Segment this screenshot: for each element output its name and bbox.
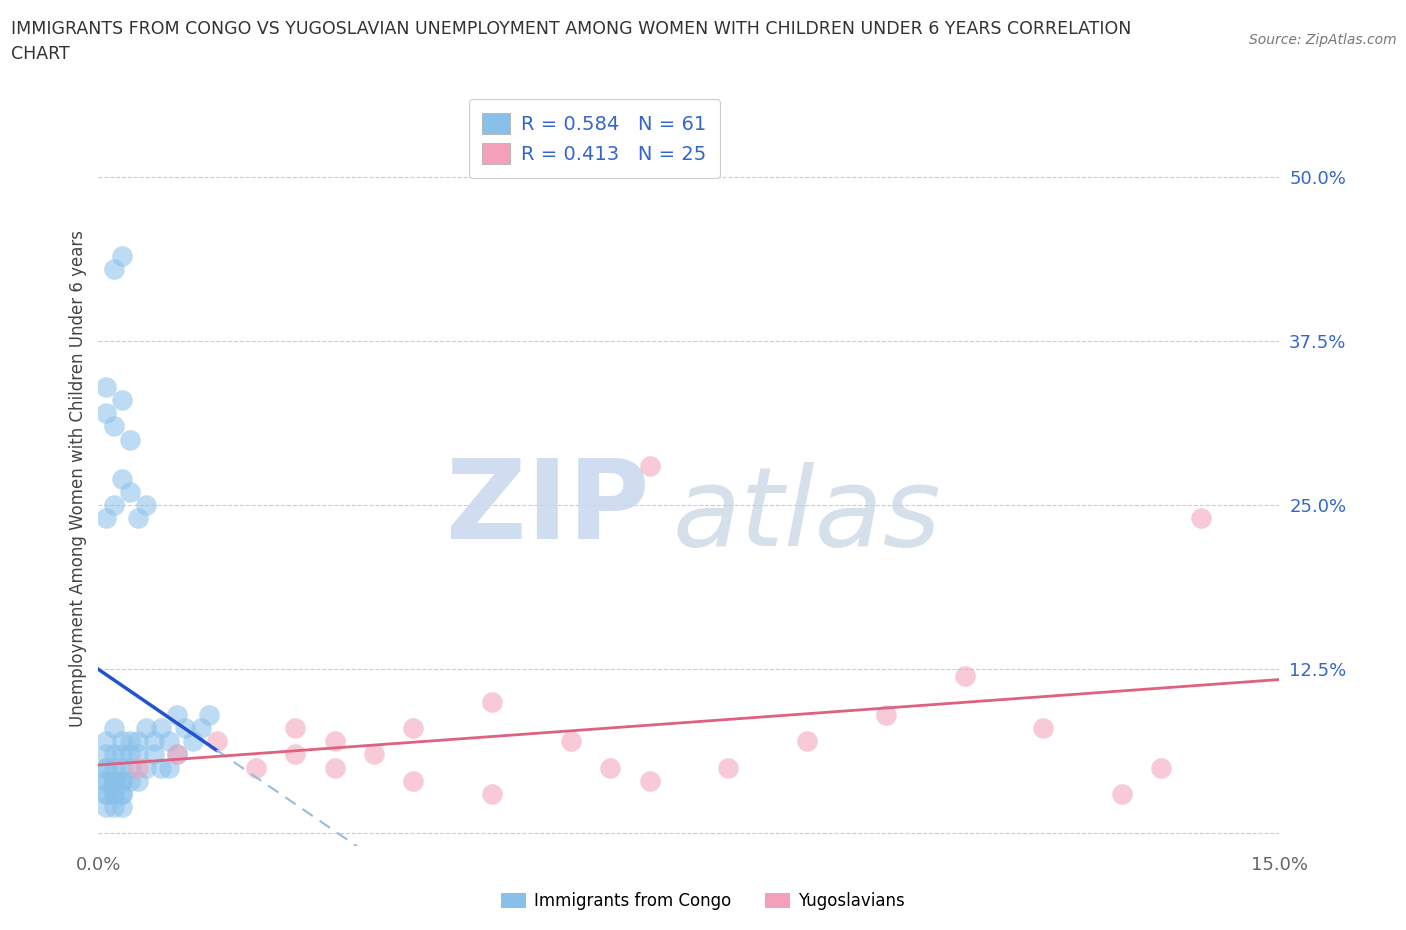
Point bbox=[111, 734, 134, 749]
Point bbox=[96, 773, 118, 788]
Point bbox=[111, 392, 134, 407]
Point bbox=[127, 747, 149, 762]
Point bbox=[717, 760, 740, 775]
Point bbox=[96, 787, 118, 802]
Point bbox=[197, 708, 219, 723]
Text: CHART: CHART bbox=[11, 45, 70, 62]
Point bbox=[166, 747, 188, 762]
Point bbox=[111, 787, 134, 802]
Point bbox=[127, 773, 149, 788]
Point bbox=[638, 458, 661, 473]
Point bbox=[174, 721, 197, 736]
Point bbox=[127, 511, 149, 525]
Point bbox=[111, 760, 134, 775]
Text: Source: ZipAtlas.com: Source: ZipAtlas.com bbox=[1249, 33, 1396, 46]
Point bbox=[118, 485, 141, 499]
Point bbox=[127, 734, 149, 749]
Point bbox=[111, 773, 134, 788]
Point bbox=[284, 721, 307, 736]
Point bbox=[599, 760, 621, 775]
Point bbox=[953, 669, 976, 684]
Point bbox=[323, 734, 346, 749]
Point bbox=[402, 721, 425, 736]
Point bbox=[1189, 511, 1212, 525]
Point bbox=[1032, 721, 1054, 736]
Point bbox=[118, 747, 141, 762]
Point bbox=[150, 721, 173, 736]
Point bbox=[96, 734, 118, 749]
Point bbox=[103, 800, 125, 815]
Point bbox=[103, 261, 125, 276]
Point bbox=[118, 773, 141, 788]
Point bbox=[205, 734, 228, 749]
Point bbox=[135, 721, 157, 736]
Point bbox=[96, 800, 118, 815]
Point bbox=[103, 721, 125, 736]
Point bbox=[166, 747, 188, 762]
Point bbox=[135, 498, 157, 512]
Point bbox=[118, 760, 141, 775]
Point bbox=[111, 787, 134, 802]
Point bbox=[127, 760, 149, 775]
Point bbox=[142, 734, 165, 749]
Point bbox=[157, 760, 180, 775]
Legend: R = 0.584   N = 61, R = 0.413   N = 25: R = 0.584 N = 61, R = 0.413 N = 25 bbox=[468, 100, 720, 178]
Point bbox=[481, 695, 503, 710]
Text: IMMIGRANTS FROM CONGO VS YUGOSLAVIAN UNEMPLOYMENT AMONG WOMEN WITH CHILDREN UNDE: IMMIGRANTS FROM CONGO VS YUGOSLAVIAN UNE… bbox=[11, 20, 1132, 38]
Point bbox=[1150, 760, 1173, 775]
Point bbox=[402, 773, 425, 788]
Text: ZIP: ZIP bbox=[446, 455, 650, 562]
Point bbox=[96, 747, 118, 762]
Point bbox=[96, 760, 118, 775]
Point bbox=[103, 747, 125, 762]
Point bbox=[118, 734, 141, 749]
Point bbox=[111, 773, 134, 788]
Point bbox=[135, 760, 157, 775]
Point bbox=[1111, 787, 1133, 802]
Point bbox=[96, 405, 118, 420]
Point bbox=[96, 773, 118, 788]
Point bbox=[103, 773, 125, 788]
Point bbox=[323, 760, 346, 775]
Point bbox=[103, 773, 125, 788]
Point bbox=[190, 721, 212, 736]
Point bbox=[157, 734, 180, 749]
Point bbox=[111, 747, 134, 762]
Point bbox=[142, 747, 165, 762]
Point bbox=[363, 747, 385, 762]
Point bbox=[875, 708, 897, 723]
Point bbox=[796, 734, 818, 749]
Point bbox=[96, 379, 118, 394]
Point bbox=[560, 734, 582, 749]
Point bbox=[103, 498, 125, 512]
Point bbox=[103, 773, 125, 788]
Point bbox=[103, 419, 125, 434]
Point bbox=[111, 800, 134, 815]
Point bbox=[96, 787, 118, 802]
Point bbox=[245, 760, 267, 775]
Legend: Immigrants from Congo, Yugoslavians: Immigrants from Congo, Yugoslavians bbox=[495, 885, 911, 917]
Point bbox=[96, 760, 118, 775]
Point bbox=[111, 248, 134, 263]
Point bbox=[103, 760, 125, 775]
Point bbox=[118, 432, 141, 447]
Point bbox=[181, 734, 204, 749]
Point bbox=[103, 787, 125, 802]
Point bbox=[284, 747, 307, 762]
Point bbox=[638, 773, 661, 788]
Y-axis label: Unemployment Among Women with Children Under 6 years: Unemployment Among Women with Children U… bbox=[69, 231, 87, 727]
Point bbox=[103, 787, 125, 802]
Point bbox=[150, 760, 173, 775]
Point bbox=[96, 511, 118, 525]
Point bbox=[166, 708, 188, 723]
Text: atlas: atlas bbox=[672, 462, 942, 569]
Point bbox=[111, 472, 134, 486]
Point bbox=[481, 787, 503, 802]
